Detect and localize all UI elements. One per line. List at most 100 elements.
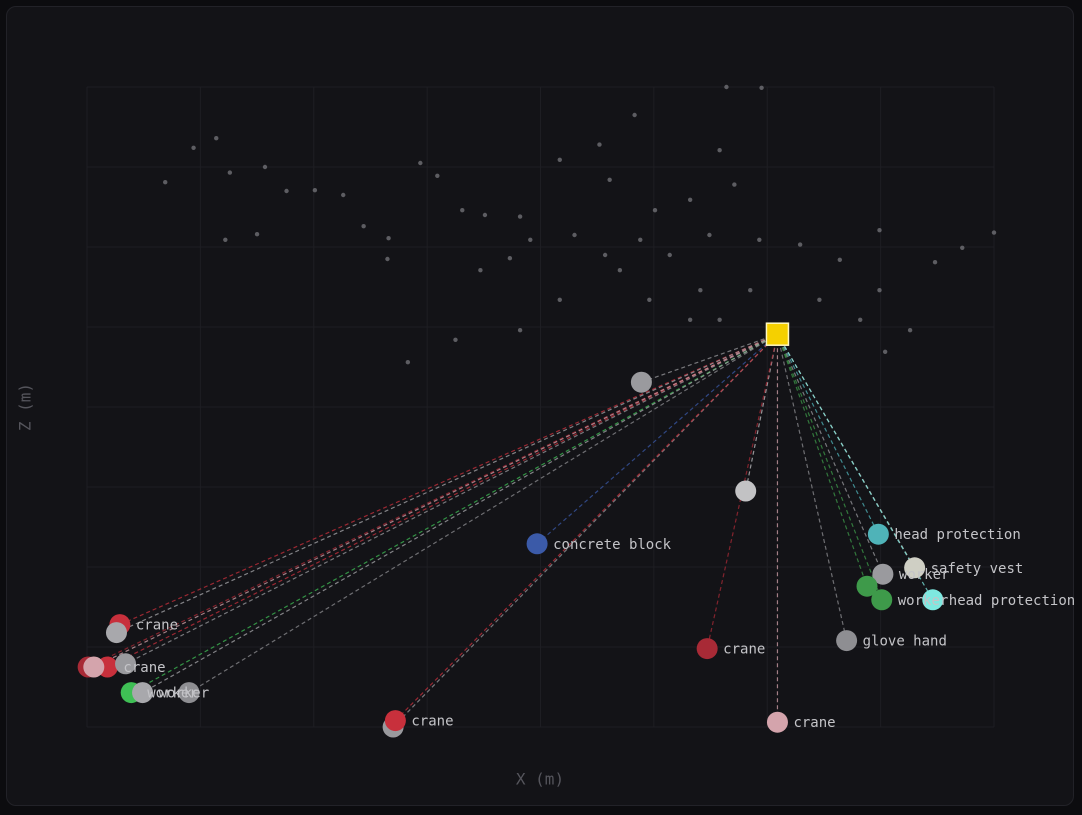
object-marker bbox=[922, 589, 944, 611]
object-marker bbox=[867, 523, 889, 545]
cloud-point bbox=[191, 145, 196, 150]
object-label: crane bbox=[136, 618, 178, 634]
object-marker bbox=[526, 533, 548, 555]
cloud-point bbox=[478, 268, 483, 273]
ray bbox=[93, 333, 778, 668]
object-label: head protection bbox=[894, 527, 1020, 543]
object-label: worker bbox=[899, 567, 950, 583]
cloud-point bbox=[517, 214, 523, 219]
ray bbox=[125, 333, 778, 665]
cloud-point bbox=[687, 317, 693, 322]
cloud-point bbox=[386, 236, 391, 241]
cloud-point bbox=[572, 232, 577, 238]
object-marker bbox=[904, 557, 926, 579]
object-marker bbox=[132, 682, 154, 704]
cloud-point bbox=[652, 208, 658, 213]
cloud-point bbox=[262, 164, 268, 170]
object-marker bbox=[83, 656, 105, 678]
object-marker bbox=[384, 710, 406, 732]
object-label: worker bbox=[898, 593, 949, 609]
cloud-point bbox=[817, 297, 822, 302]
cloud-point bbox=[223, 237, 228, 242]
object-marker bbox=[735, 480, 757, 502]
cloud-point bbox=[717, 148, 722, 153]
cloud-point bbox=[254, 232, 260, 237]
objects: concrete block head protection safety vest… bbox=[77, 322, 1075, 738]
cloud-point bbox=[284, 188, 289, 194]
cloud-point bbox=[707, 232, 712, 238]
object-label: crane bbox=[723, 642, 765, 658]
cloud-point bbox=[638, 237, 643, 242]
object-label: crane bbox=[411, 714, 453, 730]
cloud-point bbox=[227, 170, 233, 175]
object-marker bbox=[696, 638, 718, 660]
cloud-point bbox=[163, 180, 168, 185]
cloud-point bbox=[932, 260, 938, 265]
cloud-point bbox=[882, 349, 888, 354]
ray bbox=[776, 333, 934, 601]
cloud-point bbox=[757, 237, 762, 242]
cloud-point bbox=[632, 112, 637, 118]
object-label: concrete block bbox=[553, 537, 672, 553]
object-marker bbox=[178, 682, 200, 704]
cloud-point bbox=[907, 328, 913, 333]
cloud-point bbox=[557, 157, 562, 162]
cloud-point bbox=[418, 160, 423, 166]
cloud-point bbox=[460, 208, 465, 213]
ray bbox=[776, 333, 884, 575]
object-marker bbox=[105, 622, 127, 644]
cloud-point bbox=[385, 256, 390, 262]
object-label: crane bbox=[123, 660, 165, 676]
object-label: worker bbox=[147, 686, 198, 702]
cloud-point bbox=[507, 256, 513, 261]
ray bbox=[188, 333, 778, 694]
cloud-point bbox=[312, 188, 318, 193]
cloud-point bbox=[435, 173, 440, 178]
object-marker bbox=[766, 711, 788, 733]
cloud-point bbox=[960, 245, 965, 250]
object-label: crane bbox=[793, 715, 835, 731]
cloud-point bbox=[597, 142, 602, 147]
cloud-point bbox=[732, 182, 737, 187]
cloud-point bbox=[724, 84, 729, 90]
cloud-point bbox=[837, 257, 843, 262]
ray bbox=[107, 333, 778, 668]
object-label: worker bbox=[159, 686, 210, 702]
cloud-point bbox=[405, 360, 411, 365]
ray bbox=[776, 333, 879, 535]
cloud-point bbox=[482, 212, 488, 218]
cloud-point bbox=[858, 317, 863, 322]
object-label: glove hand bbox=[863, 634, 947, 650]
cloud-point bbox=[453, 337, 458, 342]
y-axis-label: Z (m) bbox=[16, 383, 35, 431]
cloud-point bbox=[361, 224, 366, 229]
cloud-point bbox=[687, 197, 693, 202]
ray bbox=[745, 334, 779, 492]
object-marker bbox=[115, 653, 137, 675]
cloud-point bbox=[991, 230, 997, 235]
rays bbox=[87, 333, 934, 728]
object-marker bbox=[630, 371, 652, 393]
ray bbox=[119, 333, 778, 626]
cloud-point bbox=[557, 297, 562, 302]
object-label: safety vest bbox=[931, 561, 1024, 577]
cloud-point bbox=[667, 252, 672, 258]
ray bbox=[641, 333, 778, 383]
cloud-point bbox=[602, 252, 608, 258]
cloud-point bbox=[759, 85, 764, 91]
cloud-point bbox=[647, 297, 652, 302]
ray bbox=[116, 333, 778, 634]
cloud-point bbox=[748, 288, 753, 293]
camera-marker bbox=[765, 322, 790, 346]
x-axis-label: X (m) bbox=[516, 770, 564, 789]
cloud-point bbox=[341, 192, 346, 198]
cloud-point bbox=[877, 228, 882, 233]
cloud-point bbox=[698, 288, 703, 293]
cloud-point bbox=[797, 242, 803, 247]
cloud-point bbox=[528, 237, 533, 242]
cloud-point bbox=[214, 136, 219, 141]
cloud-point bbox=[517, 328, 523, 333]
cloud-point bbox=[607, 177, 612, 182]
object-label: head protection bbox=[949, 593, 1075, 609]
cloud-point bbox=[717, 317, 722, 322]
